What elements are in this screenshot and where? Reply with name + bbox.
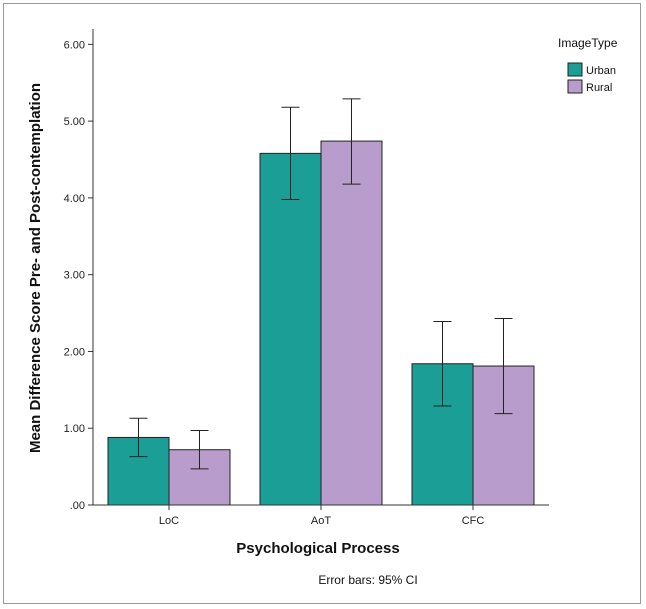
y-tick-label: 6.00 xyxy=(64,39,85,51)
y-axis-title: Mean Difference Score Pre- and Post-cont… xyxy=(27,83,44,453)
bar-urban-aot xyxy=(259,152,322,506)
y-tick-label: 2.00 xyxy=(64,346,85,358)
legend-label-rural: Rural xyxy=(586,82,612,94)
legend-label-urban: Urban xyxy=(586,65,616,77)
y-tick-label: 5.00 xyxy=(64,116,85,128)
y-tick-label: 4.00 xyxy=(64,193,85,205)
y-tick-label: 3.00 xyxy=(64,270,85,282)
bar-rural-aot xyxy=(320,140,383,506)
legend-swatch-rural xyxy=(567,79,583,94)
x-tick-label: CFC xyxy=(462,515,485,527)
legend: ImageType Urban Rural xyxy=(558,36,618,94)
x-tick-label: LoC xyxy=(159,515,179,527)
bars-group xyxy=(107,140,535,506)
y-tick-label: .00 xyxy=(70,500,85,512)
error-bars-note: Error bars: 95% CI xyxy=(318,573,417,587)
axes-group: .00 1.00 2.00 3.00 4.00 5.00 6.00 LoC AoT CFC xyxy=(64,29,549,527)
y-tick-label: 1.00 xyxy=(64,423,85,435)
legend-title: ImageType xyxy=(558,36,618,50)
error-bars-group xyxy=(129,98,513,470)
x-axis-title: Psychological Process xyxy=(236,540,399,557)
x-tick-label: AoT xyxy=(311,515,331,527)
legend-swatch-urban xyxy=(567,62,583,77)
